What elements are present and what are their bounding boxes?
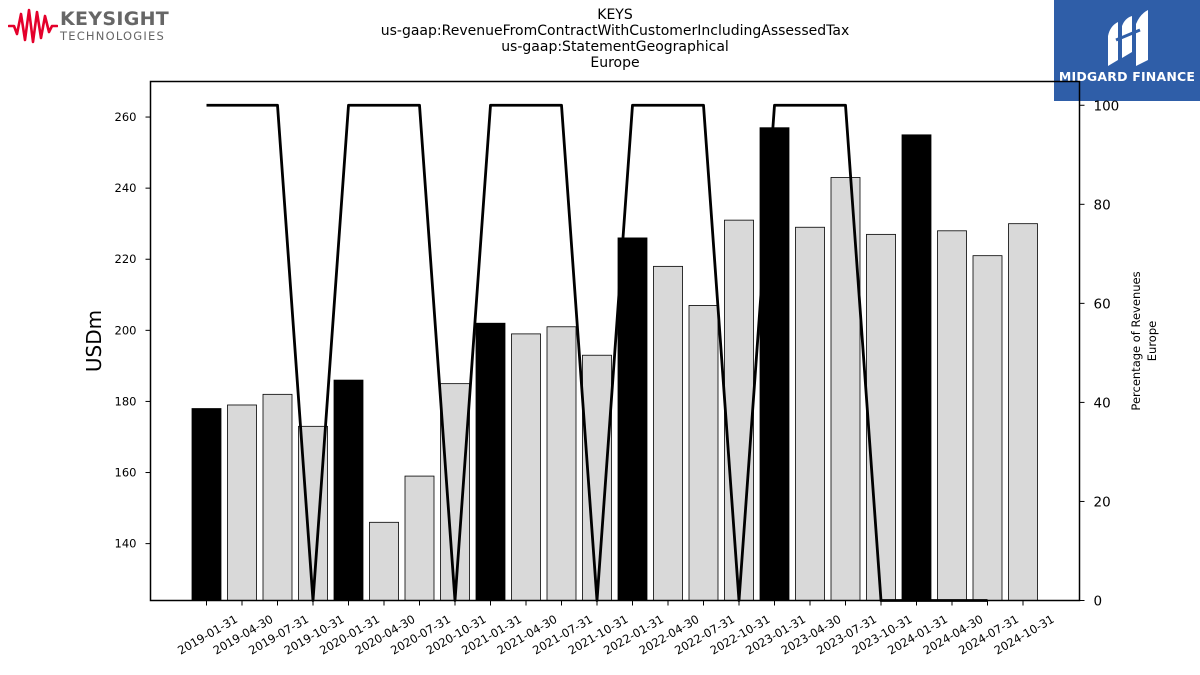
y-tick-label: 140 <box>115 537 137 551</box>
keysight-logo-subtitle: TECHNOLOGIES <box>60 29 165 43</box>
bar-2021-01-31 <box>475 322 506 601</box>
bar-2023-04-30 <box>795 226 825 601</box>
y2-tick-label: 40 <box>1094 395 1111 411</box>
chart-title-member: Europe <box>590 55 640 71</box>
left-axis-ticks: 140 160 180 200 220 240 260 <box>115 110 151 551</box>
y2-tick-label: 80 <box>1094 197 1111 213</box>
chart-title-ticker: KEYS <box>597 7 633 23</box>
y-tick-label: 180 <box>115 394 137 408</box>
right-axis-ticks: 0 20 40 60 80 100 <box>1079 98 1120 610</box>
y-axis-label: USDm <box>82 310 106 372</box>
bar-2022-07-31 <box>688 305 719 601</box>
bar-2020-04-30 <box>369 521 399 601</box>
bar-2023-01-31 <box>759 127 790 601</box>
y2-tick-label: 20 <box>1094 494 1111 510</box>
bar-2024-01-31 <box>901 134 932 601</box>
bar-2019-04-30 <box>227 404 257 601</box>
bar-2020-10-31 <box>440 383 470 601</box>
plot-frame <box>149 80 1081 602</box>
keysight-logo-name: KEYSIGHT <box>60 8 170 30</box>
bar-2021-04-30 <box>511 333 541 601</box>
midgard-logo-name: MIDGARD FINANCE <box>1058 69 1196 84</box>
chart-title-concept: us-gaap:RevenueFromContractWithCustomerI… <box>380 23 850 39</box>
bar-2024-07-31 <box>972 255 1003 601</box>
keysight-logo: KEYSIGHT TECHNOLOGIES <box>8 6 178 46</box>
y-tick-label: 160 <box>115 466 137 480</box>
y-tick-label: 220 <box>115 252 137 266</box>
bar-2019-07-31 <box>262 393 293 601</box>
y2-tick-label: 60 <box>1094 296 1111 312</box>
y2-tick-label: 0 <box>1094 594 1103 610</box>
keysight-wave-icon <box>8 8 58 44</box>
y-tick-label: 200 <box>115 323 137 337</box>
bar-2023-10-31 <box>866 233 896 601</box>
bar-2019-01-31 <box>191 408 222 601</box>
bar-2024-10-31 <box>1008 223 1038 601</box>
x-axis-ticks: 2019-01-312019-04-302019-07-312019-10-31… <box>175 600 1057 658</box>
y2-tick-label: 100 <box>1094 98 1120 114</box>
y-tick-label: 260 <box>115 110 137 124</box>
bar-2020-07-31 <box>404 475 435 601</box>
y-tick-label: 240 <box>115 181 137 195</box>
midgard-finance-logo: MIDGARD FINANCE <box>1054 0 1200 101</box>
y2-axis-label-line2: Europe <box>1145 321 1159 361</box>
bar-2022-10-31 <box>724 219 754 601</box>
bar-2022-04-30 <box>653 265 683 601</box>
bar-2024-04-30 <box>937 230 967 601</box>
bar-series <box>191 127 1038 601</box>
bar-2021-07-31 <box>546 326 577 601</box>
y2-axis-label-line1: Percentage of Revenues <box>1129 271 1143 410</box>
bar-2020-01-31 <box>333 379 364 601</box>
chart-title-block: KEYS us-gaap:RevenueFromContractWithCust… <box>0 7 1200 71</box>
midgard-emblem-icon <box>1108 10 1148 66</box>
chart-title-axis: us-gaap:StatementGeographical <box>501 39 729 55</box>
bar-2022-01-31 <box>617 237 648 601</box>
bar-2023-07-31 <box>830 177 861 601</box>
